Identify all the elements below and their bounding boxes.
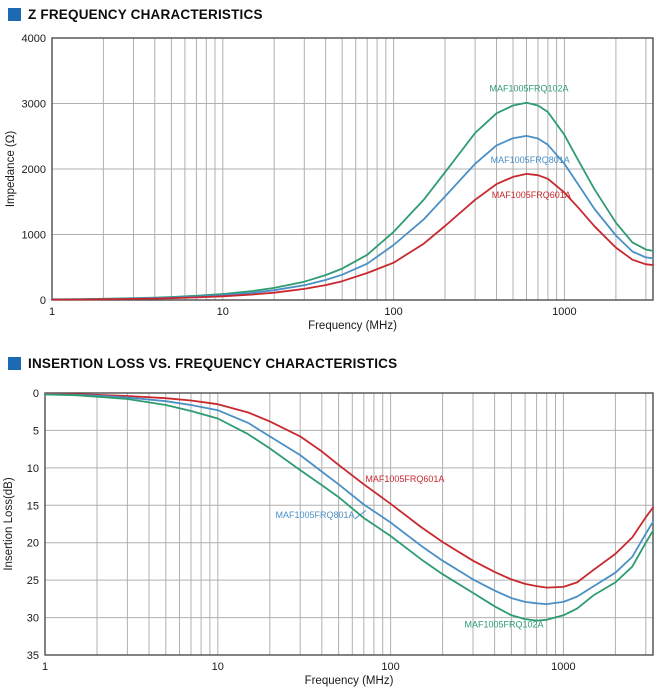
y-tick-label: 5 bbox=[33, 425, 39, 437]
x-tick-label: 1000 bbox=[552, 306, 576, 318]
plot-border bbox=[44, 392, 654, 656]
y-tick-label: 0 bbox=[40, 295, 46, 307]
y-tick-label: 15 bbox=[27, 500, 39, 512]
y-tick-label: 3000 bbox=[22, 99, 46, 111]
x-tick-label: 1000 bbox=[551, 661, 575, 673]
title-bullet-square-icon bbox=[8, 357, 21, 370]
x-tick-label: 1 bbox=[49, 306, 55, 318]
series-label-MAF1005FRQ102A: MAF1005FRQ102A bbox=[489, 84, 568, 94]
x-axis-label: Frequency (MHz) bbox=[308, 320, 397, 332]
y-tick-label: 0 bbox=[33, 388, 39, 400]
y-tick-label: 35 bbox=[27, 650, 39, 662]
series-line-MAF1005FRQ601A bbox=[44, 392, 654, 589]
y-tick-label: 20 bbox=[27, 538, 39, 550]
y-tick-label: 10 bbox=[27, 463, 39, 475]
series-label-MAF1005FRQ601A: MAF1005FRQ601A bbox=[492, 190, 571, 200]
insertion-loss-chart: 1 10 100 1000 0 5 10 15 20 25 30 35 Frequency (MHz) I… bbox=[3, 388, 654, 687]
series-line-MAF1005FRQ801A bbox=[44, 393, 654, 605]
y-tick-label: 30 bbox=[27, 613, 39, 625]
series-label-MAF1005FRQ102A: MAF1005FRQ102A bbox=[464, 619, 543, 629]
series-line-MAF1005FRQ601A bbox=[51, 173, 654, 301]
grid-lines bbox=[52, 38, 653, 300]
y-tick-label: 4000 bbox=[22, 33, 46, 45]
y-tick-label: 25 bbox=[27, 575, 39, 587]
title-bullet-square-icon bbox=[8, 8, 21, 21]
x-tick-label: 10 bbox=[212, 661, 224, 673]
series-label-MAF1005FRQ801A: MAF1005FRQ801A bbox=[491, 155, 570, 165]
x-tick-label: 100 bbox=[381, 661, 399, 673]
x-tick-label: 100 bbox=[384, 306, 402, 318]
grid-lines bbox=[45, 393, 653, 655]
section-title-text: INSERTION LOSS VS. FREQUENCY CHARACTERIS… bbox=[28, 356, 398, 371]
x-tick-label: 10 bbox=[217, 306, 229, 318]
y-tick-label: 2000 bbox=[22, 164, 46, 176]
section-title-impedance: Z FREQUENCY CHARACTERISTICS bbox=[8, 7, 263, 22]
x-tick-label: 1 bbox=[42, 661, 48, 673]
z-frequency-chart: 1 10 100 1000 0 1000 2000 3000 4000 Frequency (MH… bbox=[5, 33, 654, 332]
y-axis-label: Impedance (Ω) bbox=[5, 131, 17, 208]
series-label-MAF1005FRQ801A: MAF1005FRQ801A bbox=[275, 510, 354, 520]
section-title-text: Z FREQUENCY CHARACTERISTICS bbox=[28, 7, 263, 22]
y-axis-label: Insertion Loss(dB) bbox=[3, 477, 15, 570]
plot-border bbox=[51, 37, 654, 301]
y-tick-label: 1000 bbox=[22, 230, 46, 242]
series-line-MAF1005FRQ102A bbox=[44, 393, 654, 622]
x-axis-label: Frequency (MHz) bbox=[305, 675, 394, 687]
series-label-MAF1005FRQ601A: MAF1005FRQ601A bbox=[365, 474, 444, 484]
section-title-insertion-loss: INSERTION LOSS VS. FREQUENCY CHARACTERIS… bbox=[8, 356, 397, 371]
